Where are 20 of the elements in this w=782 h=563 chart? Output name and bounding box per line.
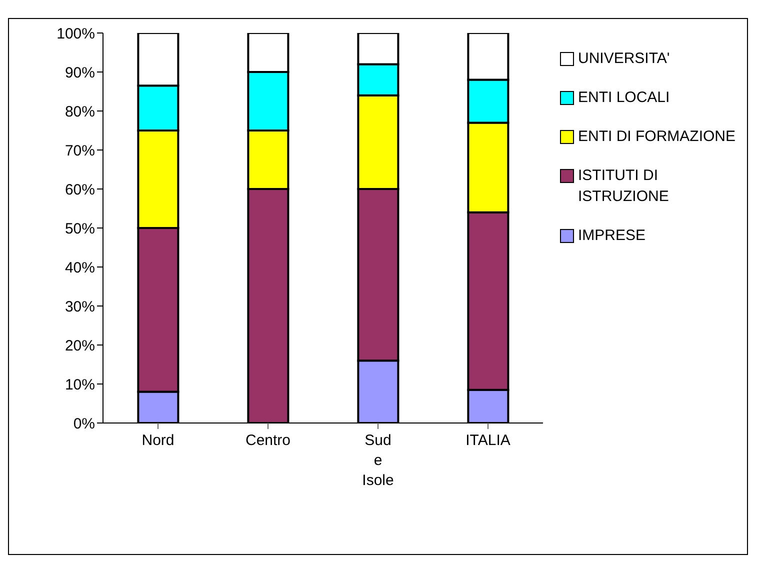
x-tick-label: Centro	[245, 432, 291, 449]
x-tick-label: Nord	[142, 432, 174, 449]
legend-label: IMPRESE	[578, 226, 646, 246]
y-tick-label: 90%	[64, 64, 95, 82]
legend-label: ENTI LOCALI	[578, 88, 670, 108]
y-tick-label: 50%	[64, 220, 95, 238]
x-tick-label: ITALIA	[466, 432, 510, 449]
y-tick-label: 100%	[56, 25, 95, 42]
y-tick-label: 0%	[73, 415, 95, 432]
y-tick-label: 80%	[64, 103, 95, 120]
x-tick-label: Sud e Isole	[362, 432, 394, 489]
y-tick-label: 20%	[64, 337, 95, 354]
legend-label: UNIVERSITA'	[578, 49, 670, 69]
y-tick-label: 30%	[64, 298, 95, 316]
y-tick-label: 70%	[64, 142, 95, 160]
legend-label: ENTI DI FORMAZIONE	[578, 127, 736, 147]
legend-label: ISTITUTI DI ISTRUZIONE	[578, 166, 670, 207]
y-tick-label: 40%	[64, 259, 95, 276]
y-tick-label: 60%	[64, 181, 95, 198]
y-tick-label: 10%	[64, 376, 95, 394]
